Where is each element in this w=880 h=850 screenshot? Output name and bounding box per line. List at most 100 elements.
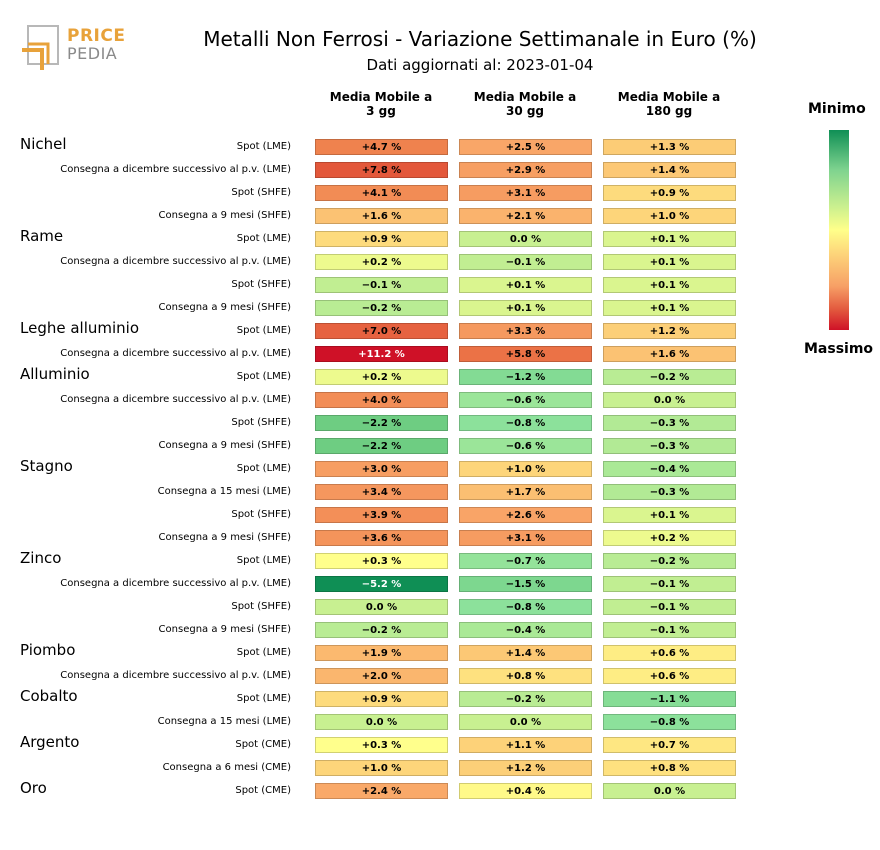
heatmap-cell: +1.6 % <box>315 208 448 224</box>
heatmap-cell: +0.1 % <box>603 507 736 523</box>
row-label: Spot (LME) <box>236 371 291 382</box>
heatmap-cell: +1.2 % <box>603 323 736 339</box>
heatmap-cell: +2.4 % <box>315 783 448 799</box>
heatmap-cell: +0.9 % <box>315 691 448 707</box>
heatmap-cell: +0.2 % <box>315 369 448 385</box>
row-label: Spot (SHFE) <box>231 601 291 612</box>
heatmap-cell: +0.4 % <box>459 783 592 799</box>
heatmap-cell: −0.2 % <box>315 622 448 638</box>
row-label: Spot (SHFE) <box>231 509 291 520</box>
heatmap-cell: +2.1 % <box>459 208 592 224</box>
row-label: Spot (SHFE) <box>231 187 291 198</box>
heatmap-cell: 0.0 % <box>603 783 736 799</box>
column-header: Media Mobile a 30 gg <box>473 90 577 118</box>
row-label: Spot (LME) <box>236 141 291 152</box>
heatmap-cell: −0.2 % <box>459 691 592 707</box>
heatmap-cell: −0.1 % <box>603 599 736 615</box>
heatmap-cell: +1.1 % <box>459 737 592 753</box>
heatmap-cell: +4.1 % <box>315 185 448 201</box>
row-label: Consegna a 9 mesi (SHFE) <box>158 624 291 635</box>
heatmap-cell: +1.4 % <box>459 645 592 661</box>
heatmap-cell: −0.6 % <box>459 438 592 454</box>
row-label: Consegna a dicembre successivo al p.v. (… <box>60 256 291 267</box>
metal-group-label: Argento <box>20 733 80 751</box>
heatmap-cell: +2.0 % <box>315 668 448 684</box>
heatmap-cell: +4.0 % <box>315 392 448 408</box>
heatmap-cell: +0.1 % <box>603 277 736 293</box>
row-label: Spot (LME) <box>236 463 291 474</box>
row-label: Spot (CME) <box>235 785 291 796</box>
heatmap-cell: −0.1 % <box>603 622 736 638</box>
heatmap-cell: +0.1 % <box>459 277 592 293</box>
heatmap-cell: +0.8 % <box>603 760 736 776</box>
heatmap-cell: −0.1 % <box>603 576 736 592</box>
heatmap-cell: 0.0 % <box>315 714 448 730</box>
heatmap-cell: +0.7 % <box>603 737 736 753</box>
heatmap-cell: +0.9 % <box>315 231 448 247</box>
logo-text-pedia: PEDIA <box>67 44 118 63</box>
metal-group-label: Stagno <box>20 457 73 475</box>
pricepedia-logo: PRICE PEDIA <box>20 24 130 74</box>
row-label: Consegna a dicembre successivo al p.v. (… <box>60 348 291 359</box>
heatmap-cell: −0.8 % <box>459 599 592 615</box>
heatmap-cell: −2.2 % <box>315 415 448 431</box>
logo-mark <box>22 25 59 70</box>
metal-group-label: Oro <box>20 779 47 797</box>
logo-text-price: PRICE <box>67 26 126 46</box>
metal-group-label: Leghe alluminio <box>20 319 140 337</box>
legend-min-label: Minimo <box>808 101 866 117</box>
heatmap-cell: 0.0 % <box>603 392 736 408</box>
heatmap-cell: +1.6 % <box>603 346 736 362</box>
heatmap-cell: +3.1 % <box>459 530 592 546</box>
row-label: Consegna a 15 mesi (LME) <box>157 486 291 497</box>
heatmap-cell: −2.2 % <box>315 438 448 454</box>
heatmap-cell: −0.2 % <box>603 369 736 385</box>
heatmap-cell: +0.6 % <box>603 645 736 661</box>
heatmap-cell: −0.1 % <box>459 254 592 270</box>
row-label: Consegna a 9 mesi (SHFE) <box>158 302 291 313</box>
heatmap-cell: −0.2 % <box>603 553 736 569</box>
heatmap-cell: +1.0 % <box>315 760 448 776</box>
row-label: Spot (LME) <box>236 233 291 244</box>
heatmap-cell: −0.8 % <box>603 714 736 730</box>
row-label: Spot (LME) <box>236 693 291 704</box>
heatmap-cell: −0.3 % <box>603 415 736 431</box>
chart-subtitle: Dati aggiornati al: 2023-01-04 <box>366 56 594 74</box>
heatmap-cell: +0.3 % <box>315 737 448 753</box>
heatmap-cell: +7.0 % <box>315 323 448 339</box>
heatmap-cell: +1.0 % <box>603 208 736 224</box>
heatmap-cell: −0.2 % <box>315 300 448 316</box>
row-label: Spot (LME) <box>236 325 291 336</box>
row-label: Consegna a dicembre successivo al p.v. (… <box>60 394 291 405</box>
heatmap-cell: +1.4 % <box>603 162 736 178</box>
heatmap-cell: +11.2 % <box>315 346 448 362</box>
heatmap-cell: 0.0 % <box>459 714 592 730</box>
heatmap-cell: −0.8 % <box>459 415 592 431</box>
legend-max-label: Massimo <box>804 341 874 357</box>
heatmap-cell: +0.2 % <box>315 254 448 270</box>
heatmap-cell: −1.1 % <box>603 691 736 707</box>
metal-group-label: Nichel <box>20 135 67 153</box>
heatmap-cell: +1.7 % <box>459 484 592 500</box>
heatmap-cell: +0.1 % <box>603 231 736 247</box>
heatmap-cell: +0.8 % <box>459 668 592 684</box>
heatmap-cell: +0.6 % <box>603 668 736 684</box>
row-label: Spot (SHFE) <box>231 417 291 428</box>
metal-group-label: Rame <box>20 227 64 245</box>
row-label: Spot (LME) <box>236 555 291 566</box>
column-header: Media Mobile a 180 gg <box>617 90 721 118</box>
metal-group-label: Zinco <box>20 549 62 567</box>
heatmap-cell: 0.0 % <box>459 231 592 247</box>
heatmap-cell: +0.1 % <box>603 300 736 316</box>
row-label: Consegna a 6 mesi (CME) <box>162 762 291 773</box>
metal-group-label: Piombo <box>20 641 76 659</box>
heatmap-cell: +2.5 % <box>459 139 592 155</box>
row-label: Consegna a 15 mesi (LME) <box>157 716 291 727</box>
row-label: Consegna a dicembre successivo al p.v. (… <box>60 670 291 681</box>
heatmap-cell: +4.7 % <box>315 139 448 155</box>
row-label: Spot (LME) <box>236 647 291 658</box>
heatmap-cell: +5.8 % <box>459 346 592 362</box>
heatmap-cell: +0.1 % <box>603 254 736 270</box>
heatmap-cell: −1.2 % <box>459 369 592 385</box>
